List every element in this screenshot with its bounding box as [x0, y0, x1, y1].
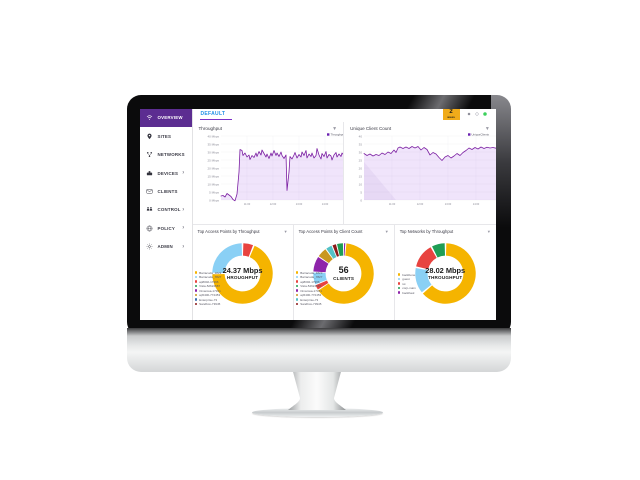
svg-text:25: 25	[359, 158, 363, 162]
svg-text:20 Mbps: 20 Mbps	[207, 166, 219, 170]
svg-text:35: 35	[359, 142, 363, 146]
svg-text:14:00: 14:00	[321, 202, 328, 206]
svg-text:20: 20	[359, 166, 363, 170]
svg-text:12:00: 12:00	[417, 202, 424, 206]
svg-text:12:00: 12:00	[269, 202, 276, 206]
svg-text:10 Mbps: 10 Mbps	[207, 182, 219, 186]
svg-text:30 Mbps: 30 Mbps	[207, 150, 219, 154]
svg-text:14:00: 14:00	[473, 202, 480, 206]
svg-text:0: 0	[360, 198, 362, 202]
svg-text:Throughput: Throughput	[330, 132, 344, 136]
svg-text:13:00: 13:00	[295, 202, 302, 206]
svg-text:5: 5	[360, 190, 362, 194]
svg-text:0 Mbps: 0 Mbps	[209, 198, 219, 202]
svg-text:40 Mbps: 40 Mbps	[207, 134, 219, 138]
svg-text:15: 15	[359, 174, 363, 178]
svg-text:10: 10	[359, 182, 363, 186]
svg-text:25 Mbps: 25 Mbps	[207, 158, 219, 162]
svg-text:13:00: 13:00	[445, 202, 452, 206]
svg-text:15 Mbps: 15 Mbps	[207, 174, 219, 178]
svg-text:UniqueClients: UniqueClients	[472, 132, 490, 136]
svg-text:11:00: 11:00	[243, 202, 250, 206]
svg-text:11:00: 11:00	[389, 202, 396, 206]
svg-text:40: 40	[359, 134, 363, 138]
svg-text:5 Mbps: 5 Mbps	[209, 190, 219, 194]
svg-text:30: 30	[359, 150, 363, 154]
svg-text:35 Mbps: 35 Mbps	[207, 142, 219, 146]
